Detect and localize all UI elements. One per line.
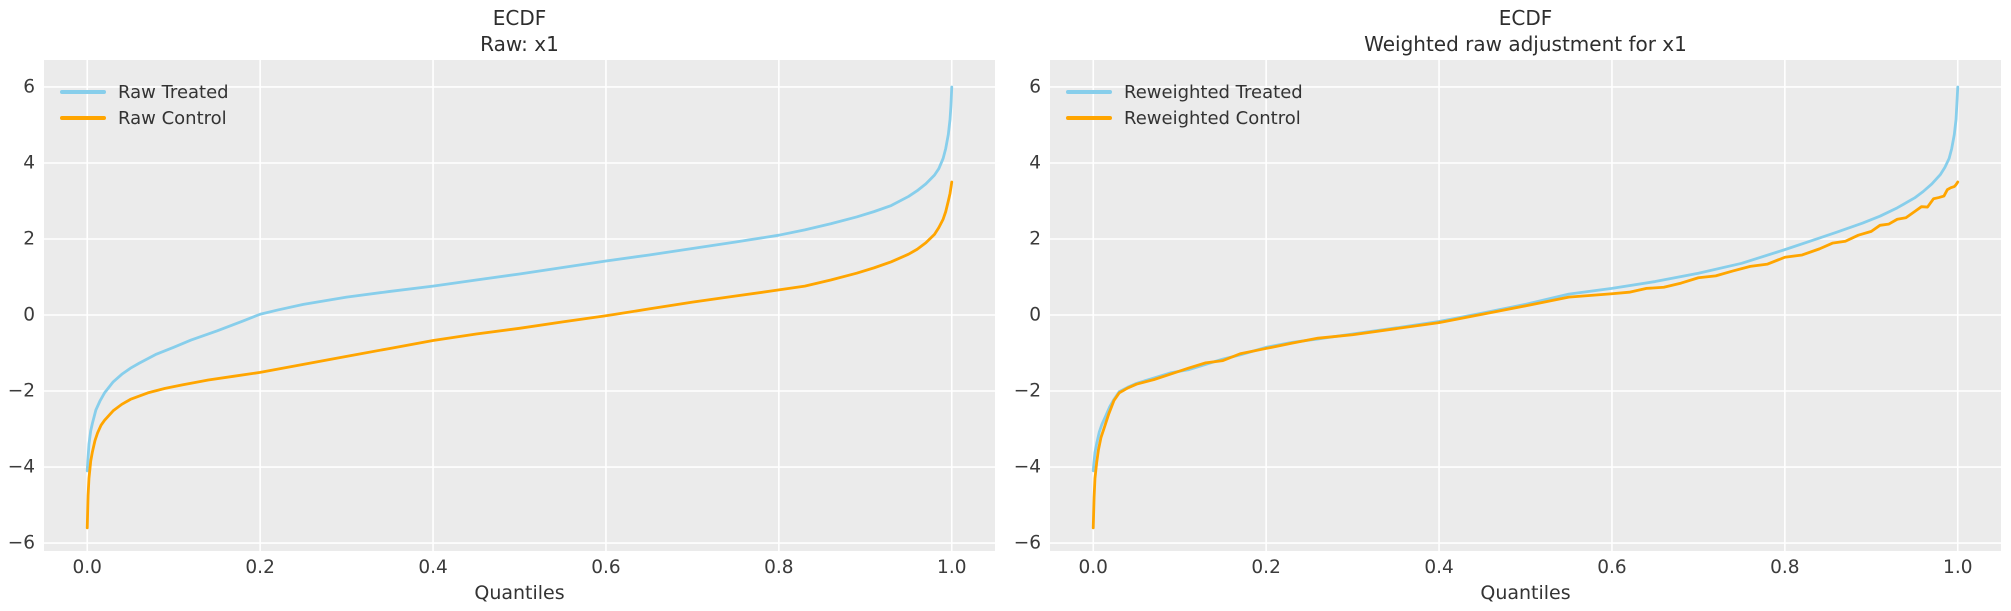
y-tick-label: −4 bbox=[1013, 456, 1041, 478]
y-tick-label: 4 bbox=[23, 152, 35, 174]
plot-title: ECDF bbox=[492, 6, 547, 30]
x-tick-label: 1.0 bbox=[937, 557, 967, 578]
legend-label: Reweighted Control bbox=[1124, 107, 1301, 129]
y-tick-label: −2 bbox=[7, 380, 35, 402]
y-tick-label: 4 bbox=[1029, 152, 1041, 174]
plot-area bbox=[44, 60, 995, 551]
series-line-raw-control bbox=[85, 180, 954, 530]
series-line-raw-treated bbox=[85, 85, 954, 473]
x-tick-label: 0.0 bbox=[1078, 557, 1108, 578]
plot-title: ECDF bbox=[1498, 6, 1553, 30]
y-tick-label: 6 bbox=[1029, 76, 1041, 98]
x-tick-label: 0.4 bbox=[418, 557, 448, 578]
y-tick-label: −4 bbox=[7, 456, 35, 478]
y-tick-label: 0 bbox=[23, 304, 35, 326]
legend-item: Reweighted Control bbox=[1066, 105, 1303, 131]
x-tick-label: 0.6 bbox=[591, 557, 621, 578]
y-tick-label: −2 bbox=[1013, 380, 1041, 402]
y-tick-label: −6 bbox=[7, 532, 35, 554]
plot-area bbox=[1050, 60, 2001, 551]
legend-label: Raw Treated bbox=[118, 81, 229, 103]
y-tick-label: 2 bbox=[23, 228, 35, 250]
legend-item: Reweighted Treated bbox=[1066, 79, 1303, 105]
x-tick-label: 1.0 bbox=[1943, 557, 1973, 578]
x-axis-label: Quantiles bbox=[1480, 582, 1571, 604]
x-tick-label: 0.2 bbox=[1251, 557, 1281, 578]
legend: Raw Treated Raw Control bbox=[60, 79, 229, 131]
series-line-reweighted-treated bbox=[1091, 85, 1960, 473]
y-tick-label: 2 bbox=[1029, 228, 1041, 250]
legend-item: Raw Treated bbox=[60, 79, 229, 105]
y-tick-label: 0 bbox=[1029, 304, 1041, 326]
x-axis-label: Quantiles bbox=[474, 582, 565, 604]
legend-line-swatch bbox=[60, 116, 106, 120]
series-line-reweighted-control bbox=[1091, 180, 1960, 530]
x-tick-label: 0.0 bbox=[72, 557, 102, 578]
plot-subtitle: Raw: x1 bbox=[480, 32, 559, 56]
plot-title-block: ECDF Raw: x1 bbox=[480, 5, 559, 57]
legend-label: Reweighted Treated bbox=[1124, 81, 1303, 103]
plot-title-block: ECDF Weighted raw adjustment for x1 bbox=[1364, 5, 1687, 57]
plot-subtitle: Weighted raw adjustment for x1 bbox=[1364, 32, 1687, 56]
legend-item: Raw Control bbox=[60, 105, 229, 131]
x-tick-label: 0.4 bbox=[1424, 557, 1454, 578]
y-tick-label: 6 bbox=[23, 76, 35, 98]
x-tick-label: 0.8 bbox=[764, 557, 794, 578]
legend-label: Raw Control bbox=[118, 107, 227, 129]
x-tick-label: 0.6 bbox=[1597, 557, 1627, 578]
legend-line-swatch bbox=[60, 90, 106, 94]
legend-line-swatch bbox=[1066, 90, 1112, 94]
legend-line-swatch bbox=[1066, 116, 1112, 120]
x-tick-label: 0.2 bbox=[245, 557, 275, 578]
legend: Reweighted Treated Reweighted Control bbox=[1066, 79, 1303, 131]
x-tick-label: 0.8 bbox=[1770, 557, 1800, 578]
y-tick-label: −6 bbox=[1013, 532, 1041, 554]
